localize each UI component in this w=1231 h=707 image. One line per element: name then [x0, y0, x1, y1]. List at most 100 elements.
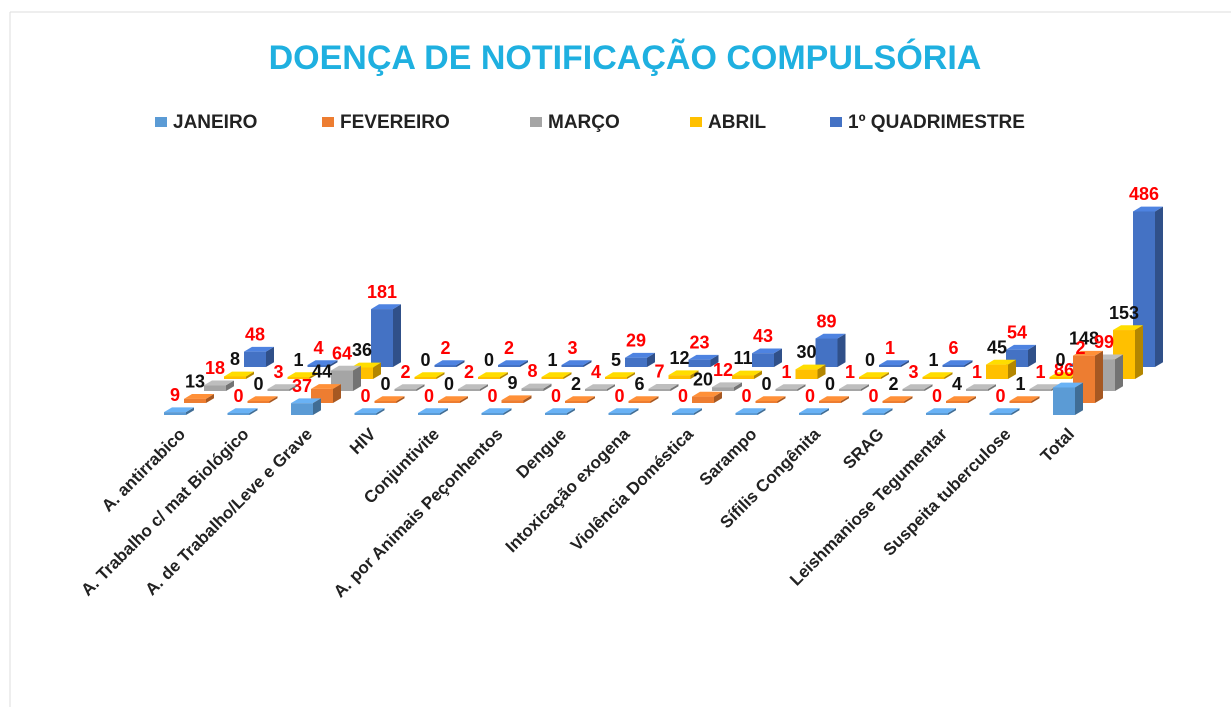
- bar-top: [458, 384, 488, 389]
- bar: [244, 346, 274, 367]
- bar-front: [501, 400, 524, 403]
- data-label: 148: [1069, 328, 1099, 348]
- data-label: 12: [713, 360, 733, 380]
- bar-front: [394, 389, 417, 391]
- bar-front: [839, 389, 861, 391]
- bar-side: [1031, 396, 1040, 403]
- bar-side: [269, 396, 278, 403]
- bar: [481, 408, 512, 415]
- bar-front: [354, 413, 377, 415]
- bar-front: [307, 365, 330, 367]
- bar-top: [561, 360, 592, 365]
- bar: [752, 348, 782, 367]
- bar-side: [396, 396, 405, 403]
- data-label: 0: [761, 374, 771, 394]
- bar-front: [351, 367, 373, 379]
- bar: [755, 396, 786, 403]
- bar-side: [777, 396, 786, 403]
- bar-top: [922, 372, 953, 377]
- data-label: 0: [484, 350, 494, 370]
- data-label: 0: [865, 350, 875, 370]
- bar-top: [438, 396, 468, 401]
- bar-front: [374, 401, 397, 403]
- data-label: 3: [908, 362, 918, 382]
- bar-top: [752, 348, 782, 354]
- bar: [946, 396, 976, 403]
- bar-top: [418, 408, 448, 413]
- bar-top: [521, 383, 552, 389]
- bar: [605, 372, 635, 379]
- data-label: 23: [689, 332, 709, 352]
- bar-top: [882, 396, 913, 401]
- bar-front: [481, 413, 504, 415]
- bar-top: [481, 408, 512, 413]
- data-label: 29: [626, 330, 646, 350]
- bar-front: [799, 413, 821, 415]
- bar: [879, 360, 909, 367]
- bar-side: [480, 384, 488, 391]
- bar: [458, 384, 488, 391]
- bar-front: [1053, 387, 1075, 415]
- bar-top: [247, 396, 278, 401]
- bar-top: [735, 408, 766, 413]
- bar-side: [1155, 206, 1163, 367]
- data-label: 0: [868, 386, 878, 406]
- bar: [859, 372, 889, 379]
- bar-top: [307, 360, 338, 365]
- bar-front: [688, 359, 711, 367]
- bar-front: [244, 351, 266, 367]
- bar-side: [904, 396, 913, 403]
- bar-top: [688, 354, 719, 360]
- data-label: 1: [1015, 374, 1025, 394]
- bar: [267, 384, 298, 391]
- bar-side: [817, 364, 826, 379]
- bar-top: [839, 384, 869, 389]
- bar-side: [797, 384, 806, 391]
- bar-front: [227, 413, 250, 415]
- bar-top: [608, 408, 639, 413]
- bar-side: [353, 365, 361, 391]
- bar-front: [735, 413, 758, 415]
- x-tick-label: Suspeita tuberculose: [879, 425, 1014, 560]
- bar-side: [650, 396, 659, 403]
- bar: [184, 394, 214, 403]
- data-label: 37: [292, 376, 312, 396]
- bar-top: [374, 396, 405, 401]
- data-label: 8: [230, 349, 240, 369]
- bar-top: [1029, 384, 1060, 389]
- bar-front: [752, 353, 774, 367]
- bar-side: [376, 408, 385, 415]
- bar-front: [267, 389, 290, 391]
- bar-top: [946, 396, 976, 401]
- bar-side: [647, 352, 655, 367]
- bar: [732, 370, 762, 379]
- data-label: 0: [360, 386, 370, 406]
- bar-front: [224, 376, 246, 379]
- data-label: 4: [313, 338, 323, 358]
- bar-front: [902, 389, 925, 391]
- bar-top: [712, 382, 742, 388]
- bar-top: [1053, 382, 1083, 388]
- bar: [204, 380, 234, 391]
- bar: [541, 372, 572, 379]
- x-tick-label: Violência Doméstica: [567, 424, 698, 555]
- data-label: 4: [952, 374, 962, 394]
- bar-side: [249, 408, 258, 415]
- bar-top: [224, 371, 254, 377]
- bar-side: [186, 407, 194, 415]
- data-label: 0: [1055, 350, 1065, 370]
- bar: [287, 372, 318, 379]
- data-label: 6: [948, 338, 958, 358]
- bar: [394, 384, 425, 391]
- legend-label: 1º QUADRIMESTRE: [848, 112, 1025, 133]
- bar-top: [287, 372, 318, 377]
- bar: [164, 407, 194, 415]
- data-label: 2: [571, 374, 581, 394]
- bar: [434, 360, 465, 367]
- data-label: 1: [845, 362, 855, 382]
- data-label: 153: [1109, 303, 1139, 323]
- bar-top: [692, 391, 722, 397]
- bar-front: [648, 388, 671, 391]
- bar-top: [648, 383, 679, 389]
- bar-top: [1073, 350, 1103, 356]
